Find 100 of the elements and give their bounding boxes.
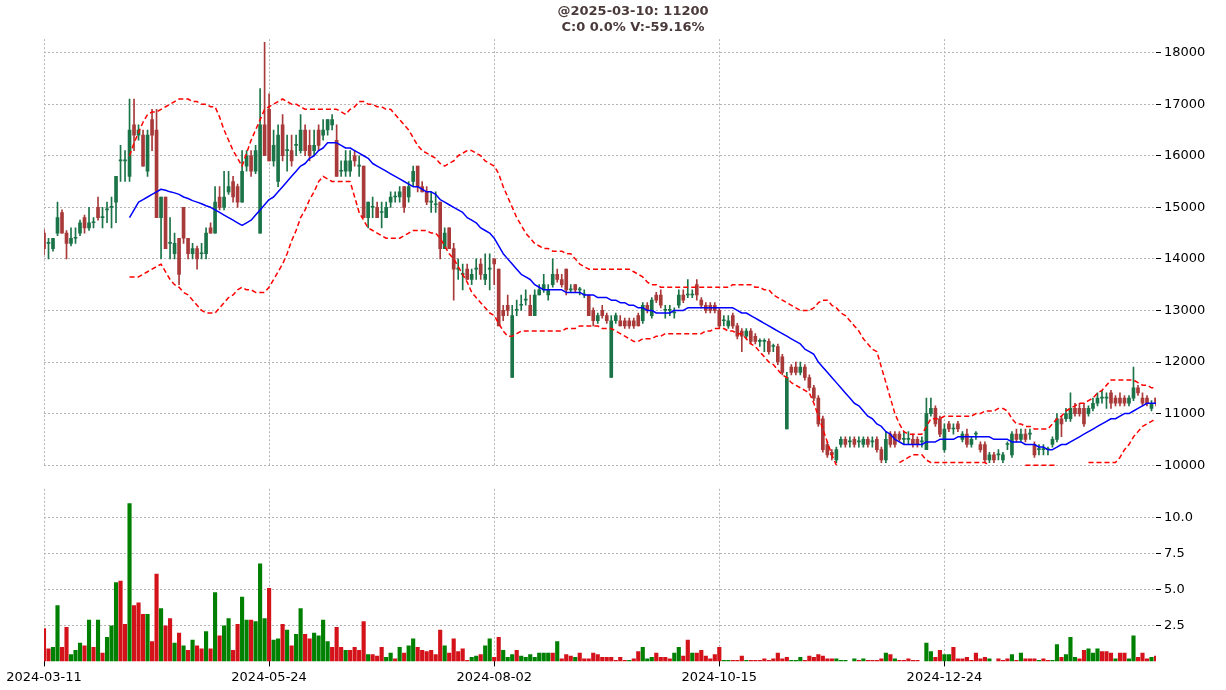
bar	[154, 573, 159, 662]
bar	[379, 647, 384, 662]
bar	[951, 647, 956, 662]
bar	[1068, 636, 1073, 662]
bar	[415, 647, 420, 662]
bar	[226, 618, 231, 662]
y-tick-label: 14000	[1164, 250, 1206, 266]
bar	[370, 654, 375, 662]
bar	[235, 624, 240, 662]
bar	[298, 608, 303, 662]
bar	[158, 608, 164, 662]
bar	[528, 654, 533, 662]
bar	[411, 638, 416, 662]
bar	[937, 649, 942, 662]
bar	[1086, 648, 1091, 662]
bar	[595, 654, 600, 662]
bar	[685, 639, 690, 662]
bar	[55, 605, 60, 662]
bar	[1059, 657, 1064, 662]
bar	[285, 629, 290, 662]
bar	[1149, 657, 1154, 662]
bar	[127, 503, 132, 662]
bar	[321, 619, 326, 662]
chart-subtitle: C:0 0.0% V:-59.16%	[561, 18, 705, 34]
bar	[460, 648, 465, 662]
bar	[676, 647, 681, 662]
candlestick	[433, 191, 438, 213]
y-tick-label: 10000	[1164, 456, 1206, 472]
bar	[487, 638, 492, 662]
bar	[366, 654, 371, 662]
candlestick	[321, 119, 325, 141]
bar	[240, 596, 245, 662]
bar	[348, 649, 353, 662]
x-tick-label: 2024-05-24	[231, 668, 307, 684]
y-tick-label: 5.0	[1164, 580, 1185, 596]
candlestick	[487, 253, 492, 291]
candlestick	[87, 206, 91, 231]
bar	[1054, 644, 1060, 662]
bar	[501, 649, 506, 662]
bar	[1140, 652, 1145, 662]
bar	[636, 651, 641, 662]
bar	[68, 654, 74, 662]
bar	[176, 632, 182, 662]
bar	[699, 649, 704, 662]
candlestick	[757, 338, 762, 347]
candlestick	[294, 134, 298, 157]
bar	[343, 649, 348, 662]
bar	[44, 628, 47, 662]
bar	[91, 647, 96, 662]
bar	[289, 645, 294, 662]
bar	[312, 632, 317, 662]
bar	[64, 626, 69, 662]
bar	[397, 647, 402, 662]
x-tick-label: 2024-12-24	[906, 668, 983, 684]
y-tick-label: 17000	[1164, 95, 1206, 111]
bar	[717, 647, 722, 662]
bar	[1122, 652, 1127, 662]
y-tick-label: 15000	[1164, 198, 1206, 214]
bar	[131, 605, 137, 662]
y-tick-label: 16000	[1164, 147, 1206, 163]
bar	[167, 618, 173, 662]
bar	[77, 642, 83, 662]
y-tick-label: 2.5	[1164, 616, 1185, 632]
bar	[424, 651, 429, 662]
candlestick	[514, 299, 519, 316]
bar	[334, 626, 339, 662]
bar	[249, 619, 254, 662]
bar	[640, 647, 645, 662]
bar	[496, 636, 501, 662]
bar	[213, 592, 218, 662]
chart-title: @2025-03-10: 11200	[557, 3, 709, 19]
x-tick-label: 2024-10-15	[681, 668, 758, 684]
y-tick-label: 12000	[1164, 353, 1206, 369]
bar	[307, 638, 312, 662]
bar	[100, 652, 105, 662]
bar	[429, 649, 434, 662]
bar	[145, 613, 150, 662]
bar	[1131, 635, 1136, 662]
bar	[217, 635, 222, 662]
bar	[510, 654, 515, 662]
bar	[190, 639, 195, 662]
bar	[555, 641, 560, 662]
bar	[195, 645, 200, 662]
candlestick	[721, 315, 726, 327]
bar	[185, 649, 191, 662]
bar	[204, 631, 209, 662]
bar	[113, 582, 119, 662]
candlestick	[1028, 428, 1032, 440]
bar	[1009, 654, 1015, 662]
y-tick-label: 18000	[1164, 43, 1206, 59]
bar	[564, 654, 569, 662]
candlestick	[762, 338, 767, 353]
bar	[442, 645, 447, 662]
bar	[451, 638, 456, 662]
y-tick-label: 13000	[1164, 301, 1206, 317]
bar	[1081, 649, 1087, 662]
bar	[888, 654, 893, 662]
bar	[514, 649, 519, 662]
x-tick-label: 2024-08-02	[456, 668, 532, 684]
bar	[86, 619, 92, 662]
